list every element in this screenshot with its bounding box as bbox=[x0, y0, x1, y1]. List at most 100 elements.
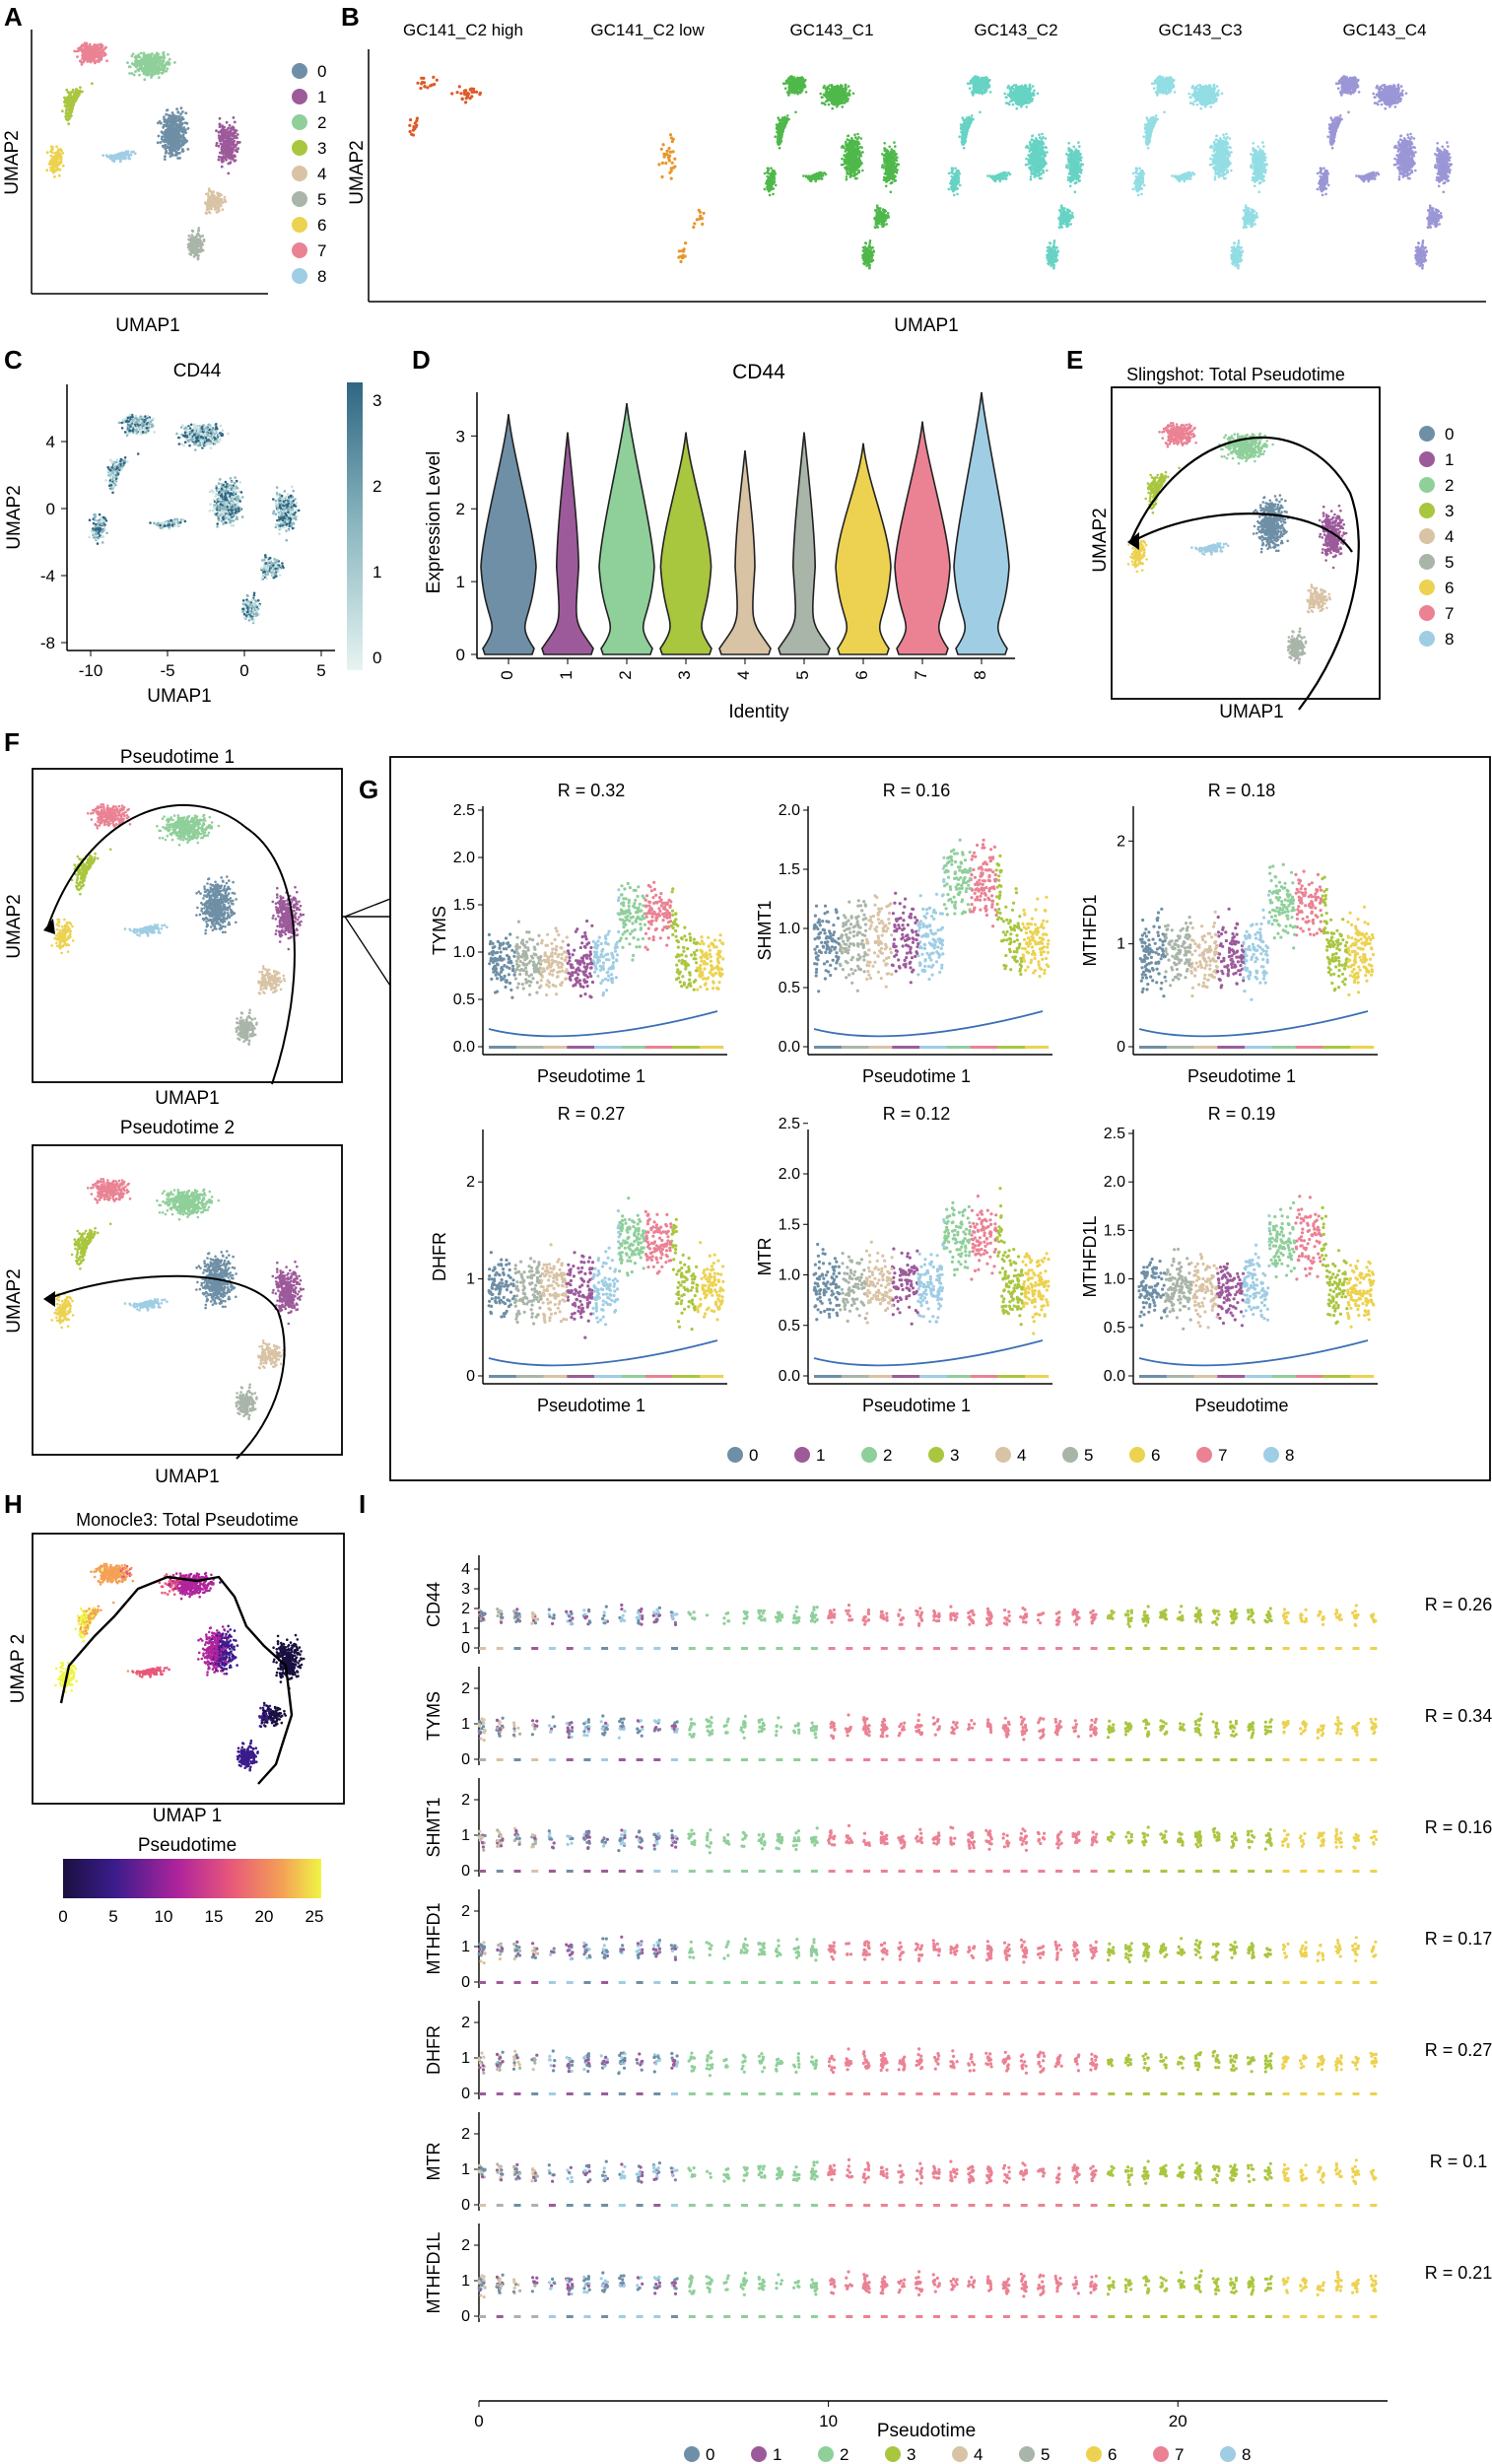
umap-point bbox=[226, 121, 229, 124]
umap-point bbox=[229, 143, 232, 146]
umap-point bbox=[166, 70, 169, 73]
umap-point bbox=[238, 141, 241, 144]
umap-point bbox=[165, 137, 168, 140]
umap-point bbox=[166, 122, 169, 125]
umap-point bbox=[184, 131, 187, 134]
umap-point bbox=[174, 135, 177, 138]
umap-point bbox=[158, 135, 161, 138]
umap-point bbox=[176, 131, 179, 134]
umap-point bbox=[233, 160, 236, 163]
umap-point bbox=[222, 144, 225, 147]
umap-point bbox=[138, 74, 141, 77]
panel-letter-e: E bbox=[1066, 345, 1083, 375]
umap-point bbox=[225, 132, 228, 135]
umap-point bbox=[185, 122, 188, 125]
umap-point bbox=[232, 135, 235, 138]
umap-point bbox=[218, 159, 221, 162]
umap-point bbox=[233, 116, 236, 119]
umap-point bbox=[158, 76, 161, 79]
umap-point bbox=[236, 143, 238, 146]
umap-point bbox=[157, 141, 160, 144]
umap-point bbox=[234, 121, 237, 124]
umap-point bbox=[232, 147, 235, 150]
panel-letter-d: D bbox=[412, 345, 431, 375]
umap-point bbox=[227, 172, 230, 175]
umap-point bbox=[223, 155, 226, 158]
umap-point bbox=[216, 142, 219, 145]
umap-point bbox=[177, 133, 180, 136]
umap-point bbox=[165, 119, 168, 122]
umap-point bbox=[173, 123, 176, 126]
panel-letter-i: I bbox=[359, 1489, 366, 1519]
umap-point bbox=[164, 155, 167, 158]
umap-point bbox=[166, 130, 169, 133]
umap-point bbox=[182, 126, 185, 129]
umap-point bbox=[215, 129, 218, 132]
umap-point bbox=[170, 147, 173, 150]
umap-point bbox=[170, 130, 173, 133]
umap-point bbox=[165, 134, 168, 137]
panel-letter-h: H bbox=[4, 1489, 23, 1519]
umap-point bbox=[178, 157, 181, 160]
umap-point bbox=[178, 152, 181, 155]
umap-point bbox=[225, 159, 228, 162]
umap-point bbox=[167, 108, 170, 111]
umap-point bbox=[170, 126, 173, 129]
umap-point bbox=[184, 111, 187, 114]
umap-point bbox=[225, 136, 228, 139]
umap-point bbox=[218, 156, 221, 159]
umap-point bbox=[181, 110, 184, 113]
umap-point bbox=[176, 124, 179, 127]
umap-point bbox=[235, 135, 237, 138]
panel-a-xlabel: UMAP1 bbox=[115, 315, 179, 336]
panel-letter-c: C bbox=[4, 345, 23, 375]
umap-point bbox=[181, 135, 184, 138]
umap-point bbox=[228, 153, 231, 156]
umap-point bbox=[177, 117, 180, 120]
umap-point bbox=[178, 136, 181, 139]
umap-point bbox=[237, 133, 239, 136]
umap-a-cloud bbox=[45, 42, 240, 261]
umap-point bbox=[232, 132, 235, 135]
umap-point bbox=[168, 114, 170, 117]
umap-point bbox=[171, 111, 174, 114]
umap-point bbox=[179, 123, 182, 126]
umap-point bbox=[227, 156, 230, 159]
figure-canvas: A B C D E F G H I UMAP1 UMAP2 012345678 … bbox=[0, 0, 1492, 2464]
umap-point bbox=[219, 123, 222, 126]
panel-letter-g: G bbox=[359, 775, 378, 804]
umap-point bbox=[181, 122, 184, 125]
umap-point bbox=[134, 70, 137, 73]
umap-point bbox=[180, 106, 183, 109]
umap-point bbox=[170, 138, 172, 141]
umap-point bbox=[233, 143, 236, 146]
umap-point bbox=[171, 154, 174, 157]
panel-letter-a: A bbox=[4, 2, 23, 32]
umap-point bbox=[168, 119, 170, 122]
umap-point bbox=[164, 158, 167, 161]
umap-point bbox=[227, 144, 230, 147]
umap-point bbox=[230, 130, 233, 133]
umap-point bbox=[181, 117, 184, 120]
umap-point bbox=[173, 115, 176, 118]
umap-point bbox=[222, 160, 225, 163]
umap-point bbox=[227, 136, 230, 139]
umap-point bbox=[175, 107, 178, 110]
umap-point bbox=[173, 119, 176, 122]
umap-point bbox=[160, 141, 163, 144]
umap-point bbox=[170, 123, 173, 126]
umap-point bbox=[165, 145, 168, 148]
umap-point bbox=[161, 138, 164, 141]
umap-point bbox=[229, 140, 232, 143]
panel-letter-b: B bbox=[341, 2, 360, 32]
umap-point bbox=[187, 127, 190, 130]
umap-point bbox=[168, 125, 170, 128]
umap-point bbox=[128, 72, 131, 75]
umap-point bbox=[221, 137, 224, 140]
umap-point bbox=[179, 127, 182, 130]
umap-point bbox=[176, 140, 179, 143]
umap-point bbox=[186, 148, 189, 151]
umap-point bbox=[170, 118, 173, 121]
umap-point bbox=[234, 155, 237, 158]
